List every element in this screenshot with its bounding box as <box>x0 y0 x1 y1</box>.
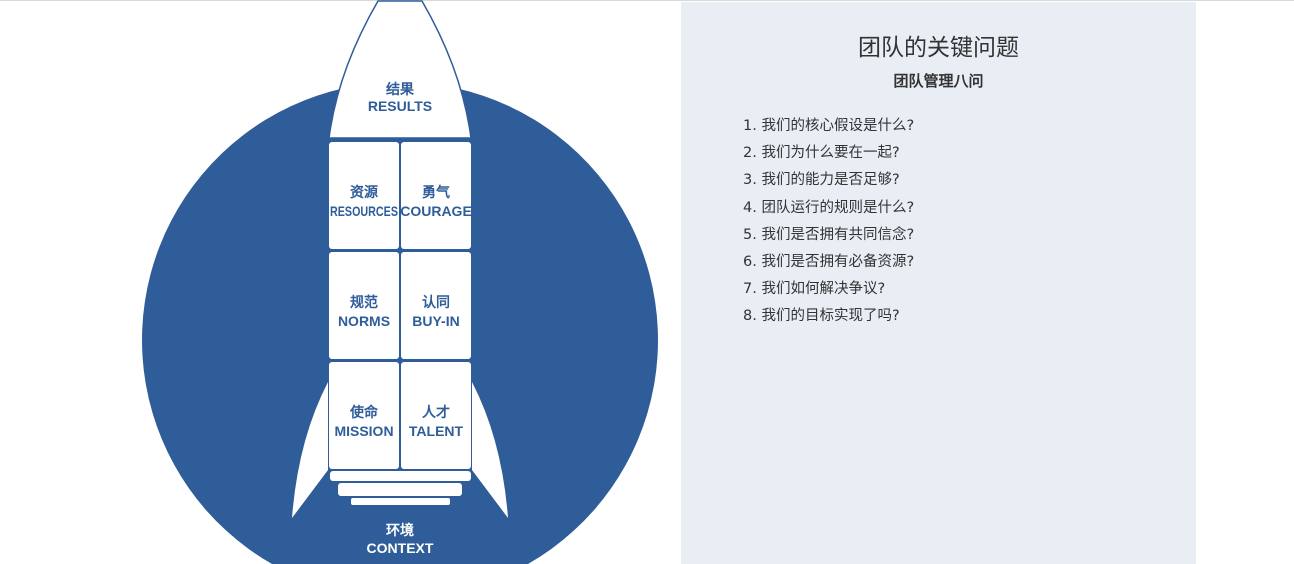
block-label-en: TALENT <box>409 423 464 439</box>
block-label-en: NORMS <box>338 313 390 329</box>
rocket-block <box>401 252 471 359</box>
question-item: 6. 我们是否拥有必备资源? <box>743 254 915 271</box>
block-label-en: COURAGE <box>400 203 472 219</box>
rocket-block <box>329 142 399 249</box>
rocket-block <box>329 252 399 359</box>
question-item: 4. 团队运行的规则是什么? <box>743 199 915 216</box>
block-label-cn: 勇气 <box>422 184 450 201</box>
rocket-base-2 <box>338 483 462 496</box>
rocket-block <box>401 362 471 469</box>
question-item: 7. 我们如何解决争议? <box>743 281 886 298</box>
nose-label-en: RESULTS <box>368 98 432 114</box>
panel-subtitle: 团队管理八问 <box>893 72 984 90</box>
question-item: 3. 我们的能力是否足够? <box>743 172 900 189</box>
nose-label-cn: 结果 <box>386 81 415 98</box>
panel-title: 团队的关键问题 <box>858 35 1019 61</box>
rocket-diagram: 资源 RESOURCES 勇气 COURAGE 规范 NORMS 认同 BUY-IN 使命 MIS… <box>142 0 658 564</box>
question-item: 1. 我们的核心假设是什么? <box>743 118 915 134</box>
context-label-en: CONTEXT <box>367 540 434 556</box>
rocket-block <box>401 142 471 249</box>
rocket-base-3 <box>351 498 450 505</box>
block-label-en: RESOURCES <box>330 203 398 219</box>
block-label-en: BUY-IN <box>412 313 459 329</box>
questions-list: 1. 我们的核心假设是什么? 2. 我们为什么要在一起? 3. 我们的能力是否足… <box>743 113 914 331</box>
block-label-cn: 使命 <box>349 404 379 421</box>
block-label-cn: 资源 <box>350 184 378 201</box>
context-label-cn: 环境 <box>386 522 414 539</box>
block-label-cn: 规范 <box>350 294 378 311</box>
rocket-fin-left <box>292 382 328 518</box>
top-border <box>0 0 1294 1</box>
rocket-block <box>329 362 399 469</box>
block-label-cn: 人才 <box>422 404 450 421</box>
questions-panel: 团队的关键问题 团队管理八问 1. 我们的核心假设是什么? 2. 我们为什么要在… <box>681 2 1196 564</box>
question-item: 2. 我们为什么要在一起? <box>743 145 900 162</box>
background-circle <box>142 81 658 564</box>
rocket-nose <box>328 0 472 139</box>
rocket-fin-right <box>472 382 508 518</box>
block-label-cn: 认同 <box>422 294 450 311</box>
rocket-base-1 <box>330 471 471 481</box>
block-label-en: MISSION <box>334 423 393 439</box>
question-item: 8. 我们的目标实现了吗? <box>743 308 900 325</box>
question-item: 5. 我们是否拥有共同信念? <box>743 226 915 243</box>
